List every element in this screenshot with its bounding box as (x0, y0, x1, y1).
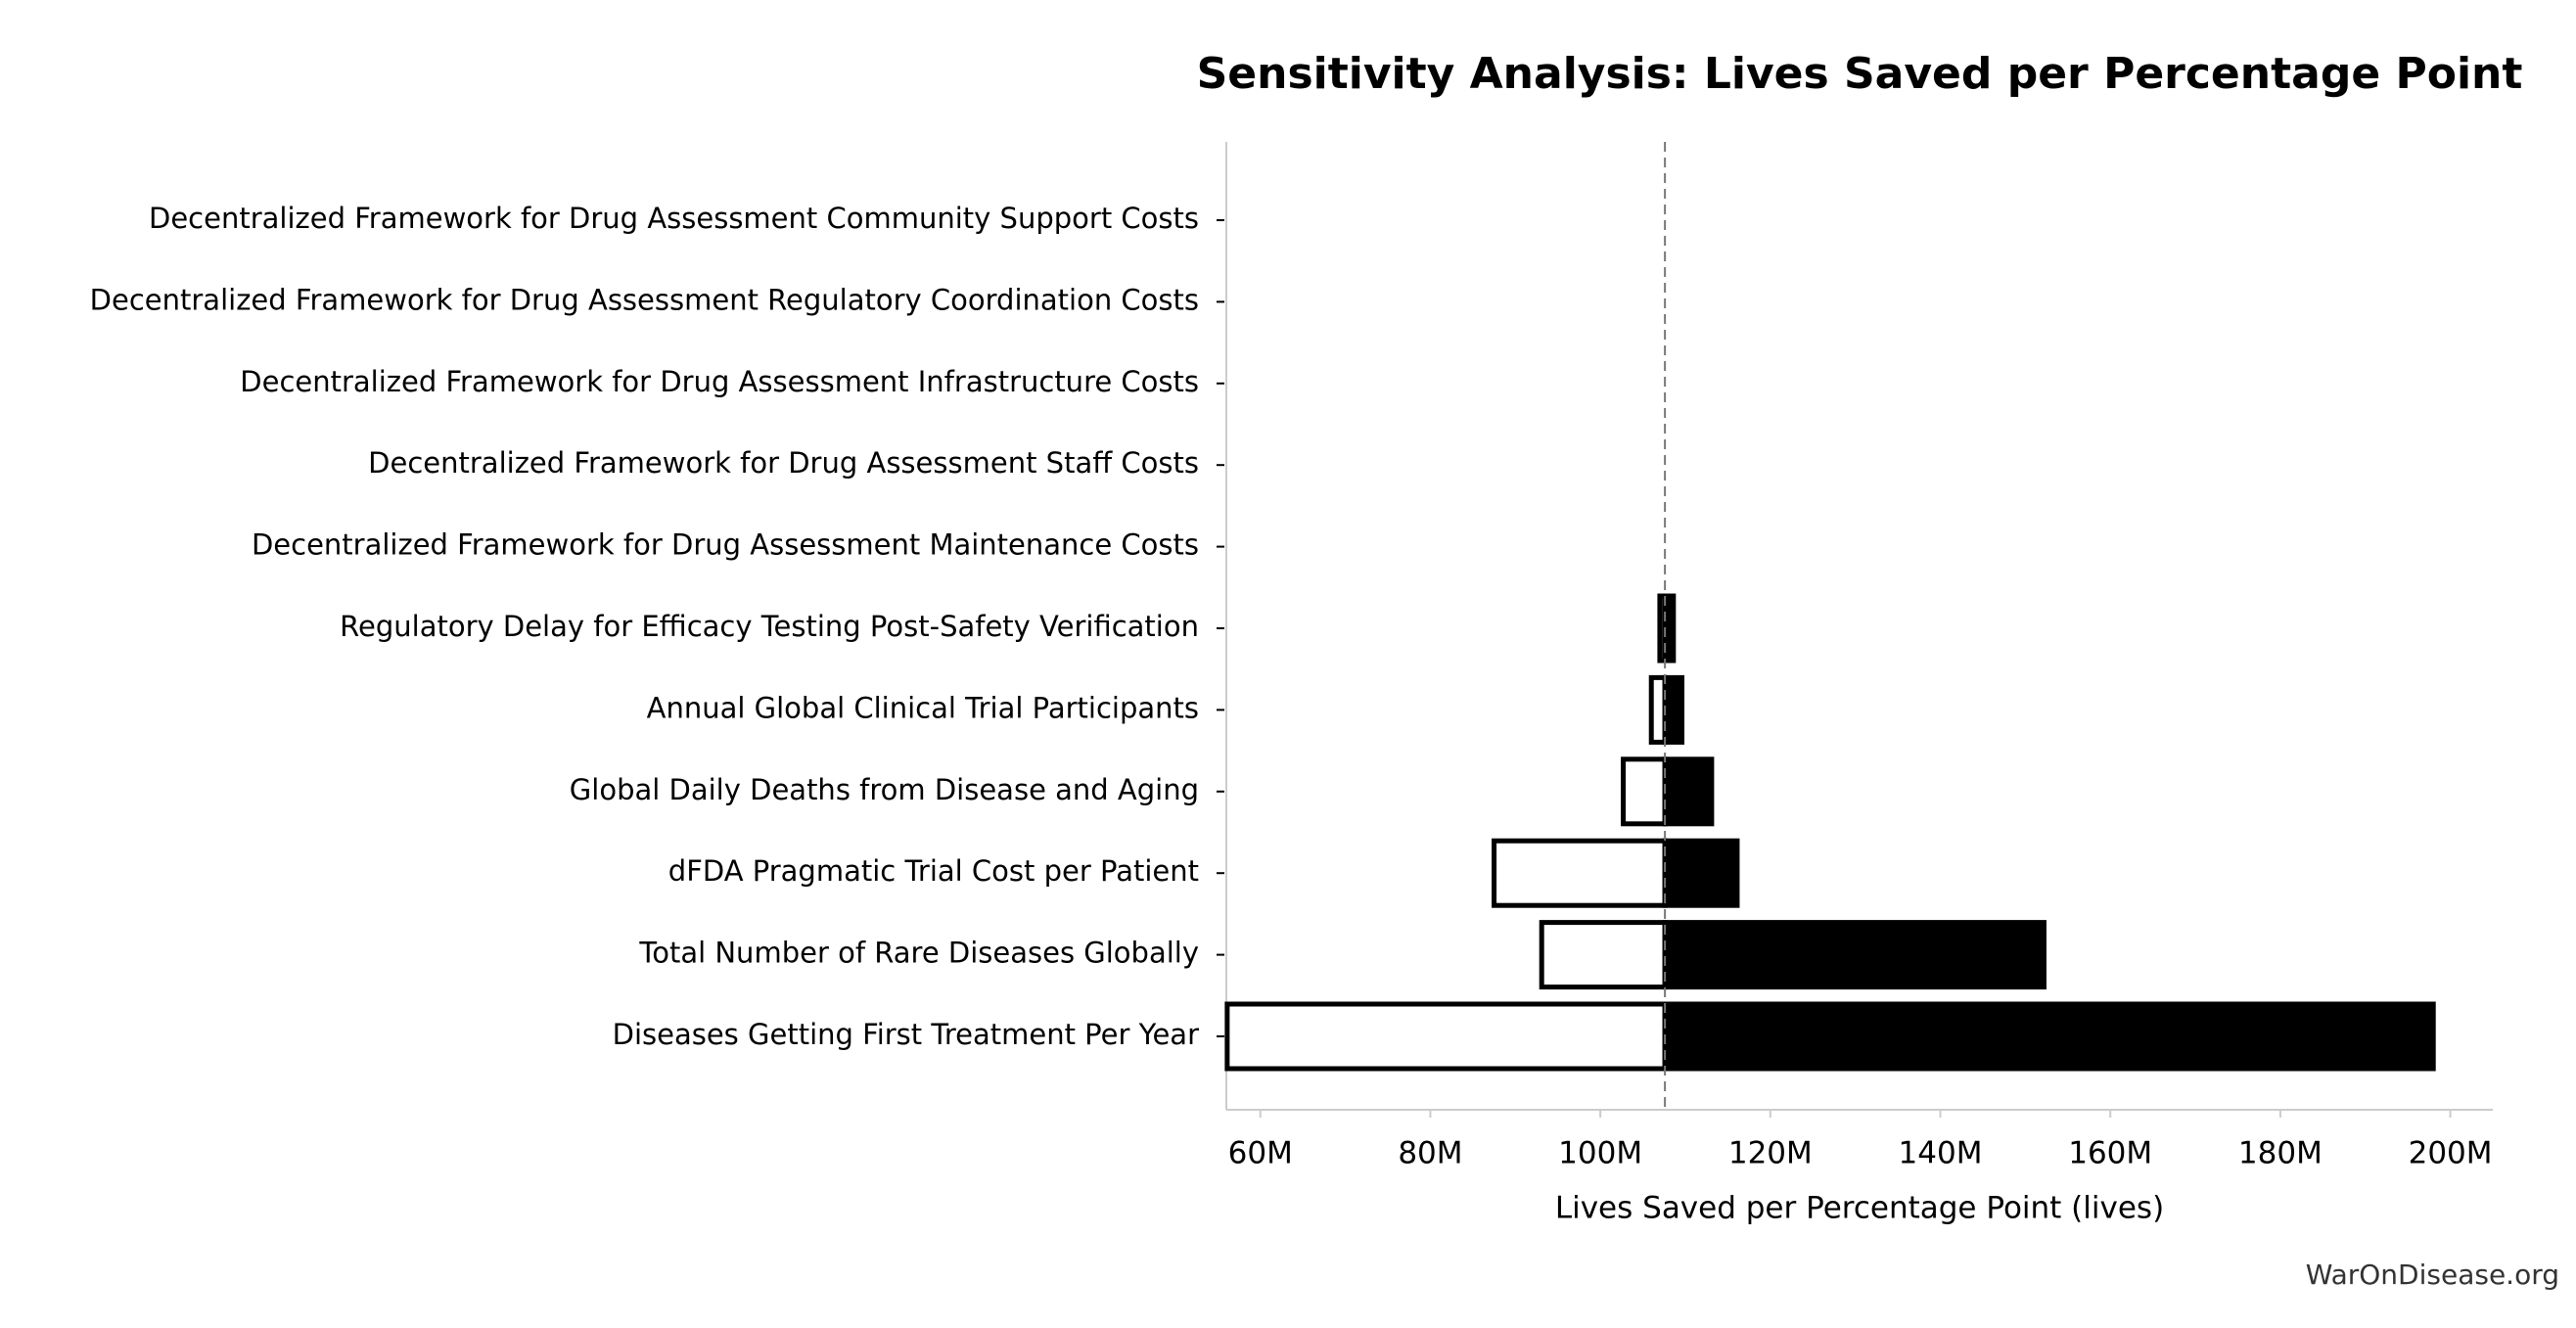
x-axis-label: Lives Saved per Percentage Point (lives) (1555, 1191, 2164, 1226)
y-tick-label: Decentralized Framework for Drug Assessm… (90, 283, 1199, 316)
x-tick-label: 60M (1228, 1136, 1293, 1171)
y-tick-label: Decentralized Framework for Drug Assessm… (368, 446, 1199, 480)
low-bar (1621, 756, 1668, 827)
x-tick-label: 140M (1899, 1136, 1983, 1171)
y-tick-label: Diseases Getting First Treatment Per Yea… (613, 1018, 1199, 1051)
y-tick-label: Decentralized Framework for Drug Assessm… (240, 365, 1199, 398)
high-bar (1662, 920, 2047, 990)
source-note: WarOnDisease.org (2306, 1259, 2559, 1291)
low-bar (1224, 1001, 1668, 1072)
high-bar (1662, 838, 1740, 908)
x-tick-label: 160M (2068, 1136, 2152, 1171)
high-bar (1662, 756, 1715, 827)
x-tick-label: 180M (2238, 1136, 2323, 1171)
high-bar (1662, 674, 1684, 745)
low-bar (1492, 838, 1668, 908)
y-tick-label: Total Number of Rare Diseases Globally (638, 937, 1199, 970)
x-tick-label: 100M (1558, 1136, 1642, 1171)
x-tick-label: 80M (1398, 1136, 1462, 1171)
y-tick-label: Decentralized Framework for Drug Assessm… (252, 528, 1199, 562)
x-tick-label: 120M (1728, 1136, 1813, 1171)
y-tick-label: dFDA Pragmatic Trial Cost per Patient (668, 854, 1199, 888)
chart-title: Sensitivity Analysis: Lives Saved per Pe… (1197, 49, 2523, 99)
x-tick-label: 200M (2409, 1136, 2493, 1171)
low-bar (1539, 920, 1668, 990)
high-bar (1662, 1001, 2436, 1072)
y-tick-label: Regulatory Delay for Efficacy Testing Po… (340, 610, 1199, 643)
y-tick-label: Annual Global Clinical Trial Participant… (647, 691, 1199, 724)
high-bar (1662, 593, 1677, 664)
y-tick-label: Global Daily Deaths from Disease and Agi… (570, 773, 1199, 806)
y-tick-label: Decentralized Framework for Drug Assessm… (149, 202, 1199, 235)
